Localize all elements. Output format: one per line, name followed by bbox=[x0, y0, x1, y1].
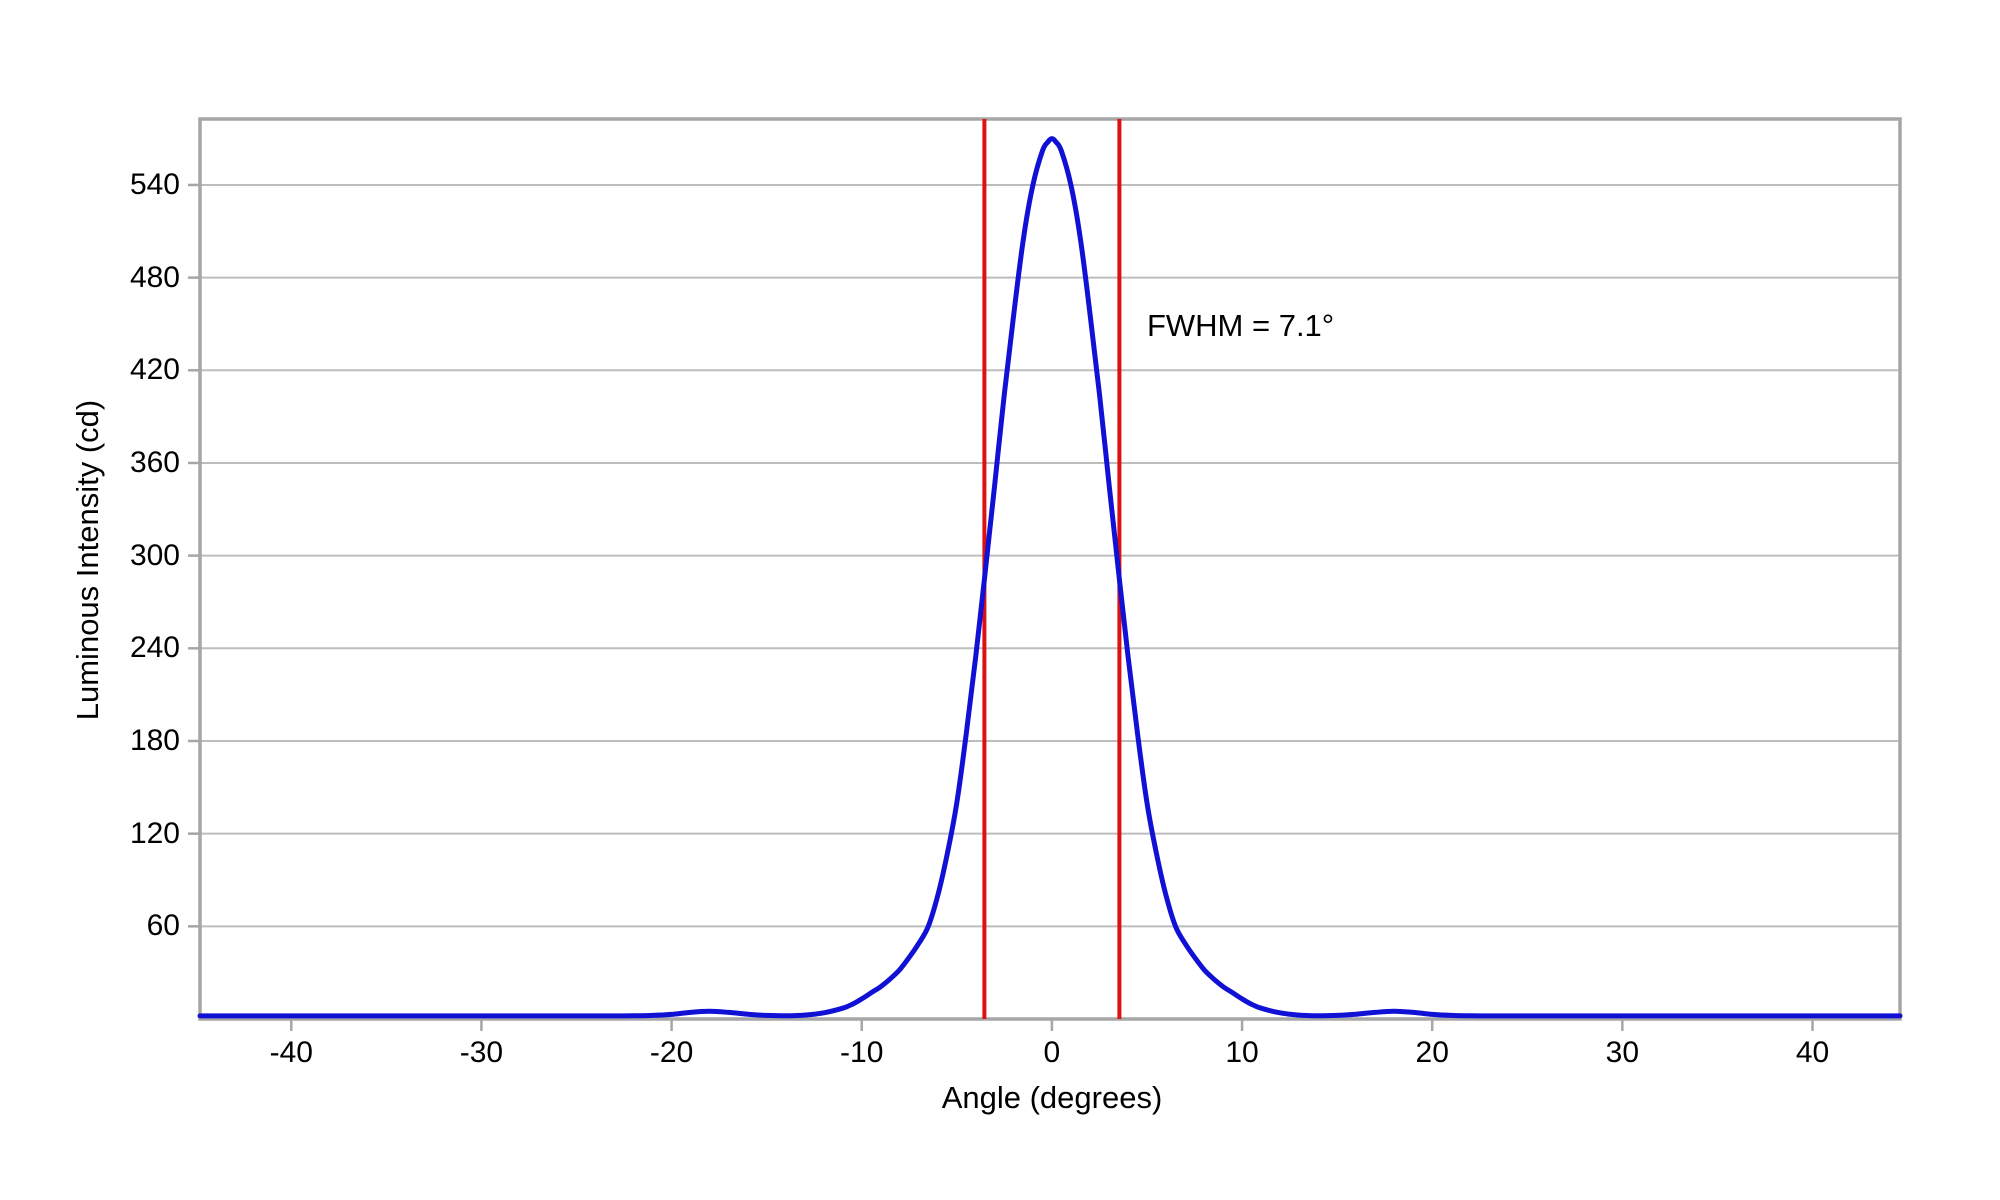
x-axis-title: Angle (degrees) bbox=[941, 1080, 1163, 1115]
plot-border bbox=[198, 117, 1902, 1021]
y-axis-title: Luminous Intensity (cd) bbox=[70, 399, 105, 721]
intensity-curve bbox=[197, 136, 1903, 1019]
fwhm-annotation: FWHM = 7.1° bbox=[1146, 307, 1335, 343]
